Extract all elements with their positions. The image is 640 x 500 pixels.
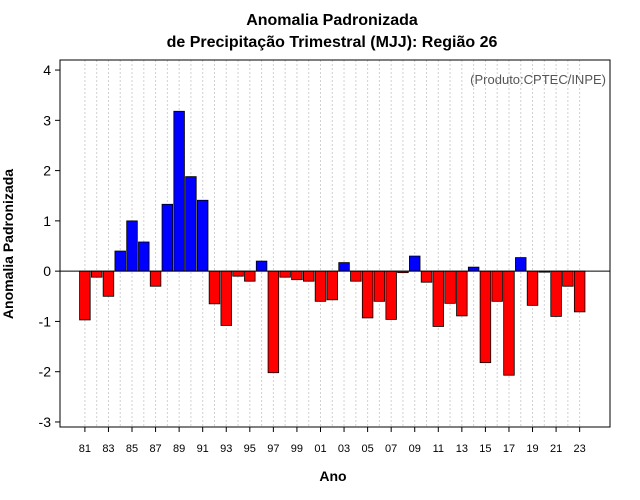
bar-81	[79, 270, 91, 321]
bar-88	[161, 203, 174, 272]
y-tick-label: 3	[43, 112, 51, 128]
bars	[79, 110, 586, 376]
y-tick-label: -3	[39, 414, 52, 430]
bar-12	[444, 270, 456, 304]
x-tick-label: 07	[385, 443, 397, 455]
x-tick-label: 11	[433, 443, 444, 455]
x-tick-label: 03	[338, 443, 350, 455]
x-tick-label: 85	[126, 443, 138, 455]
bar-86	[138, 241, 150, 272]
bar-14	[467, 266, 480, 272]
bar-04	[350, 270, 362, 282]
bar-15	[479, 270, 492, 364]
x-tick-label: 09	[409, 443, 421, 455]
x-axis-ticks: 81 83 85 87 89 91 93 95 97 99 01 03 05 07 09 11 13 15 17 19…	[79, 427, 586, 455]
x-tick-label: 01	[314, 443, 326, 455]
bar-23	[573, 270, 586, 313]
bar-05	[361, 270, 374, 319]
y-axis-label: Anomalia Padronizada	[0, 169, 16, 319]
x-tick-label: 97	[267, 443, 279, 455]
bar-17	[503, 270, 515, 376]
x-axis-label: Ano	[319, 468, 346, 484]
bar-89	[173, 110, 185, 272]
bar-85	[126, 220, 138, 272]
bar-00	[303, 270, 315, 282]
x-tick-label: 81	[79, 443, 91, 455]
y-tick-label: 4	[43, 62, 51, 78]
y-axis-ticks: -3 -2 -1 0 1 2 3 4	[39, 62, 60, 430]
x-tick-label: 15	[479, 443, 491, 455]
x-tick-label: 19	[526, 443, 538, 455]
bar-01	[314, 270, 327, 302]
bar-92	[208, 270, 221, 305]
x-tick-label: 21	[550, 443, 562, 455]
x-tick-label: 23	[574, 443, 586, 455]
x-tick-label: 05	[361, 443, 373, 455]
x-tick-label: 93	[220, 443, 232, 455]
bar-13	[456, 270, 468, 317]
x-tick-label: 91	[197, 443, 209, 455]
x-tick-label: 87	[149, 443, 161, 455]
credit-label: (Produto:CPTEC/INPE)	[470, 72, 606, 87]
bar-21	[550, 270, 562, 317]
bar-03	[338, 262, 350, 272]
bar-19	[526, 270, 539, 306]
chart-title-line2: de Precipitação Trimestral (MJJ): Região…	[167, 34, 498, 51]
x-tick-label: 99	[291, 443, 303, 455]
y-tick-label: -2	[39, 364, 52, 380]
bar-96	[255, 260, 268, 272]
y-tick-label: -1	[39, 313, 52, 329]
bar-87	[149, 270, 162, 287]
chart-title-line1: Anomalia Padronizada	[246, 12, 418, 29]
bar-02	[326, 270, 338, 301]
bar-94	[232, 270, 244, 277]
bar-83	[102, 270, 115, 297]
x-tick-label: 83	[102, 443, 114, 455]
bar-07	[385, 270, 397, 320]
bar-82	[90, 270, 103, 278]
x-tick-label: 17	[503, 443, 515, 455]
bar-09	[409, 255, 421, 272]
plot-frame	[59, 59, 611, 428]
bar-06	[373, 270, 386, 302]
x-tick-label: 95	[244, 443, 256, 455]
bar-90	[185, 176, 197, 272]
bar-98	[279, 270, 291, 278]
bar-93	[220, 270, 232, 326]
y-tick-label: 2	[43, 163, 51, 179]
x-tick-label: 89	[173, 443, 185, 455]
bar-97	[267, 270, 280, 374]
bar-99	[291, 270, 303, 281]
bar-18	[515, 257, 527, 272]
x-tick-label: 13	[456, 443, 468, 455]
y-tick-label: 1	[43, 213, 51, 229]
y-tick-label: 0	[43, 263, 51, 279]
bar-84	[114, 250, 126, 272]
bar-16	[491, 270, 503, 302]
bar-22	[562, 270, 574, 287]
bar-91	[196, 199, 209, 272]
bar-95	[244, 270, 256, 282]
bar-10	[420, 270, 433, 283]
bar-11	[432, 270, 444, 327]
